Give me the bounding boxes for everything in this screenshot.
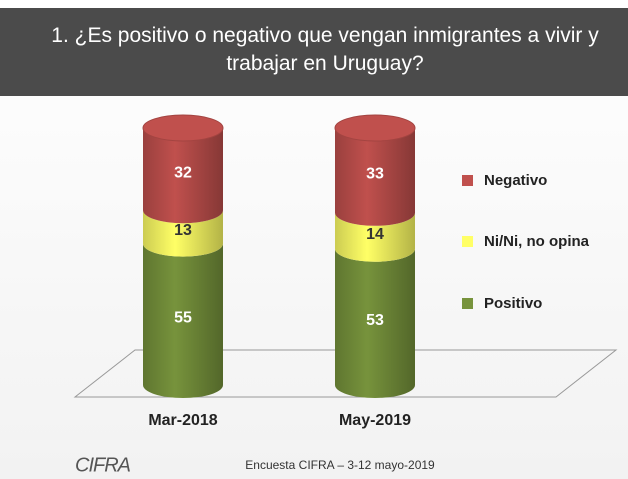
legend-item: Ni/Ni, no opina: [462, 233, 594, 250]
data-label: 32: [174, 164, 192, 181]
cylinder-segment: [143, 128, 223, 224]
legend-label: Ni/Ni, no opina: [484, 233, 589, 250]
legend-swatch: [462, 298, 473, 309]
cylinder-segment: [143, 210, 224, 257]
data-label: 13: [174, 222, 192, 239]
logo: CIFRA: [75, 454, 131, 476]
cylinder-segment: [143, 243, 224, 398]
x-tick-label: May-2019: [339, 412, 411, 429]
cylinder-segment: [335, 212, 415, 262]
footnote: Encuesta CIFRA – 3-12 mayo-2019: [245, 458, 435, 472]
legend-label: Negativo: [484, 172, 548, 189]
legend-item: Negativo: [462, 172, 594, 189]
cylinder-segment: [335, 248, 415, 398]
cylinder-top: [142, 114, 224, 142]
data-label: 53: [366, 312, 384, 329]
legend-item: Positivo: [462, 295, 594, 312]
title-box: 1. ¿Es positivo o negativo que vengan in…: [51, 24, 599, 75]
x-tick-label: Mar-2018: [148, 412, 217, 429]
data-label: 14: [366, 226, 384, 243]
data-label: 33: [366, 166, 384, 183]
floor: [73, 349, 618, 398]
data-label: 55: [174, 310, 192, 327]
cylinder-top: [334, 114, 416, 142]
chart-title: 1. ¿Es positivo o negativo que vengan in…: [51, 24, 599, 75]
legend-label: Positivo: [484, 295, 543, 312]
title-bar: [0, 8, 628, 96]
legend-swatch: [462, 175, 473, 186]
legend-swatch: [462, 236, 473, 247]
cylinder-segment: [335, 128, 415, 226]
